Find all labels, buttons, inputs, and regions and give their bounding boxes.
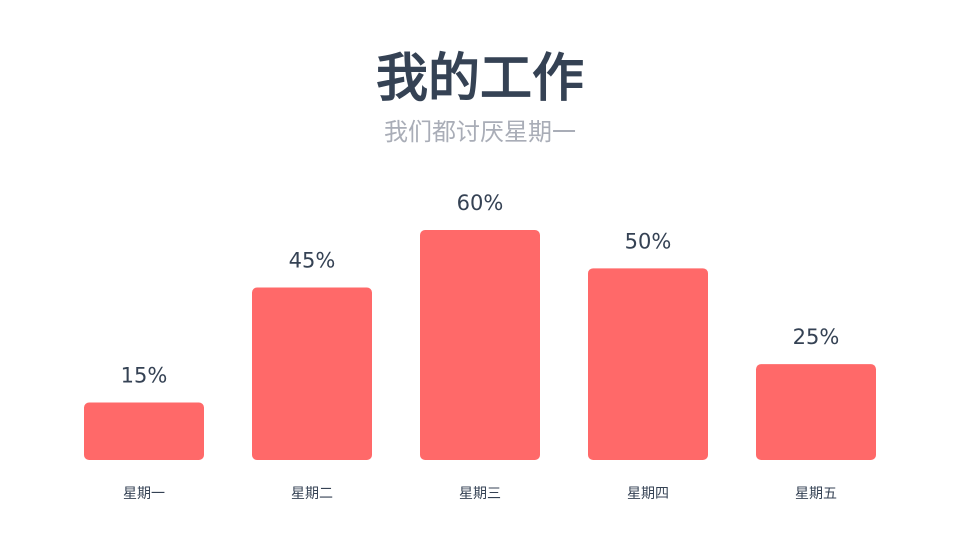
category-label-2: 星期二 [291, 486, 333, 502]
bar-4 [588, 268, 708, 460]
bar-3 [420, 230, 540, 460]
category-label-5: 星期五 [795, 486, 837, 502]
value-label-1: 15% [121, 364, 168, 388]
category-label-1: 星期一 [123, 486, 165, 502]
bar-5 [756, 364, 876, 460]
chart-subtitle: 我们都讨厌星期一 [384, 118, 576, 146]
value-label-3: 60% [457, 191, 504, 215]
chart-title: 我的工作 [375, 49, 584, 109]
value-label-5: 25% [793, 325, 840, 349]
category-label-4: 星期四 [627, 486, 669, 502]
value-label-2: 45% [289, 249, 336, 273]
bar-1 [84, 402, 204, 460]
value-label-4: 50% [625, 229, 672, 253]
category-label-3: 星期三 [459, 486, 501, 502]
bar-2 [252, 287, 372, 460]
